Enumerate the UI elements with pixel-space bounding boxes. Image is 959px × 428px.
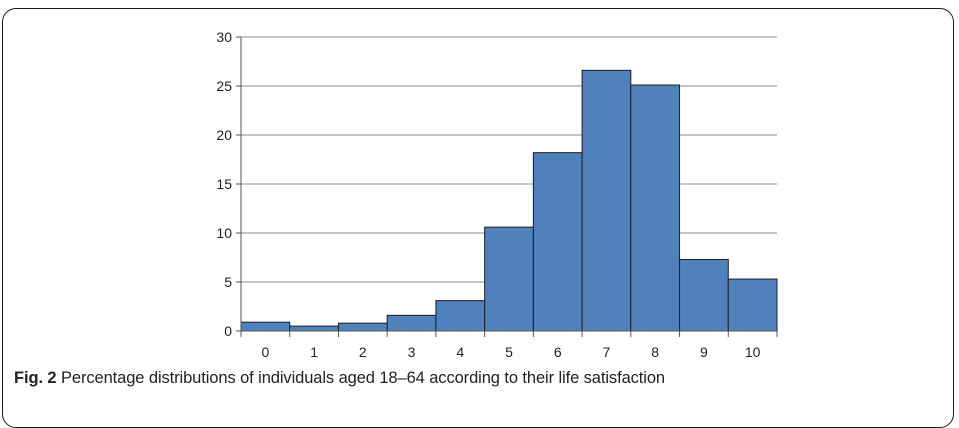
y-tick-label: 15 bbox=[216, 176, 232, 192]
x-tick-label: 3 bbox=[408, 344, 416, 360]
y-tick-label: 20 bbox=[216, 127, 232, 143]
bar-10 bbox=[727, 278, 778, 332]
caption-label: Fig. 2 bbox=[14, 369, 57, 387]
bar-5 bbox=[484, 226, 534, 332]
tick-labels: 0 5 10 15 20 25 30 0 1 2 3 4 5 6 7 8 9 10 bbox=[216, 29, 760, 360]
x-tick-label: 7 bbox=[603, 344, 611, 360]
bar-0 bbox=[240, 321, 291, 332]
x-tick-label: 4 bbox=[456, 344, 464, 360]
bar-4 bbox=[435, 300, 486, 332]
x-tick-label: 9 bbox=[700, 344, 708, 360]
bar-6 bbox=[532, 152, 583, 332]
bars bbox=[240, 69, 778, 332]
y-tick-label: 5 bbox=[224, 274, 232, 290]
bar-1 bbox=[289, 325, 339, 332]
y-tick-label: 25 bbox=[216, 78, 232, 94]
y-tick-label: 10 bbox=[216, 225, 232, 241]
x-tick-label: 5 bbox=[505, 344, 513, 360]
caption-text: Percentage distributions of individuals … bbox=[60, 369, 665, 387]
x-tick-label: 8 bbox=[651, 344, 659, 360]
bar-8 bbox=[630, 84, 681, 332]
axes bbox=[236, 36, 778, 337]
histogram-chart: 0 5 10 15 20 25 30 0 1 2 3 4 5 6 7 8 9 10 bbox=[216, 29, 778, 360]
bar-7 bbox=[581, 69, 632, 332]
bar-3 bbox=[386, 314, 437, 332]
figure-caption: Fig. 2 Percentage distributions of indiv… bbox=[14, 369, 665, 388]
x-tick-label: 6 bbox=[554, 344, 562, 360]
x-tick-label: 2 bbox=[359, 344, 367, 360]
y-tick-label: 0 bbox=[224, 323, 232, 339]
x-tick-label: 10 bbox=[745, 344, 761, 360]
x-tick-label: 1 bbox=[310, 344, 318, 360]
y-tick-label: 30 bbox=[216, 29, 232, 45]
bar-2 bbox=[337, 322, 388, 332]
bar-9 bbox=[679, 258, 729, 332]
x-tick-label: 0 bbox=[261, 344, 269, 360]
